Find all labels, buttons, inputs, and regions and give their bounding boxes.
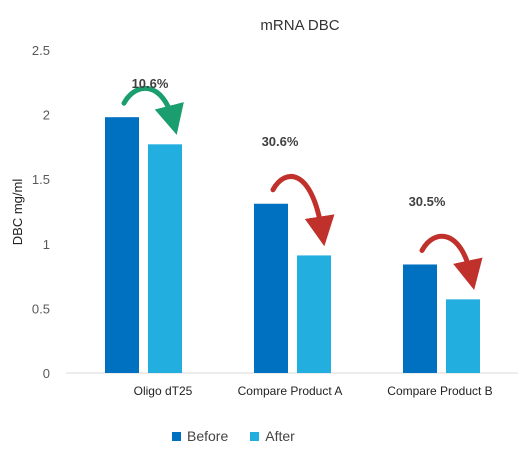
x-tick-label: Compare Product A xyxy=(238,384,343,398)
legend-item-before: Before xyxy=(172,428,228,444)
change-arrow-3 xyxy=(419,233,483,291)
y-axis-label: DBC mg/ml xyxy=(10,179,25,246)
y-tick-label: 2.5 xyxy=(32,43,50,58)
x-tick-label: Oligo dT25 xyxy=(134,384,193,398)
legend-swatch-after xyxy=(250,431,260,441)
bar-before-3 xyxy=(403,264,437,373)
bar-before-2 xyxy=(254,203,288,373)
y-tick-label: 2 xyxy=(43,108,50,123)
legend-label-after: After xyxy=(265,428,295,444)
change-arrow-1 xyxy=(121,85,184,135)
y-tick-label: 0.5 xyxy=(32,301,50,316)
legend-item-after: After xyxy=(250,428,295,444)
legend-label-before: Before xyxy=(187,428,229,444)
chart-legend: Before After xyxy=(172,428,295,444)
x-tick-label: Compare Product B xyxy=(387,384,492,398)
bar-after-2 xyxy=(297,255,331,373)
chart-title: mRNA DBC xyxy=(260,17,339,34)
y-tick-label: 0 xyxy=(43,366,50,381)
y-tick-label: 1.5 xyxy=(32,172,50,187)
percent-change-label: 10.6% xyxy=(132,76,169,91)
percent-change-label: 30.5% xyxy=(409,194,446,209)
bar-before-1 xyxy=(105,117,139,374)
percent-change-label: 30.6% xyxy=(262,134,299,149)
change-arrow-2 xyxy=(270,174,335,247)
bar-after-3 xyxy=(446,299,480,373)
legend-swatch-before xyxy=(172,431,181,441)
bar-after-1 xyxy=(148,144,182,373)
y-tick-label: 1 xyxy=(43,237,50,252)
